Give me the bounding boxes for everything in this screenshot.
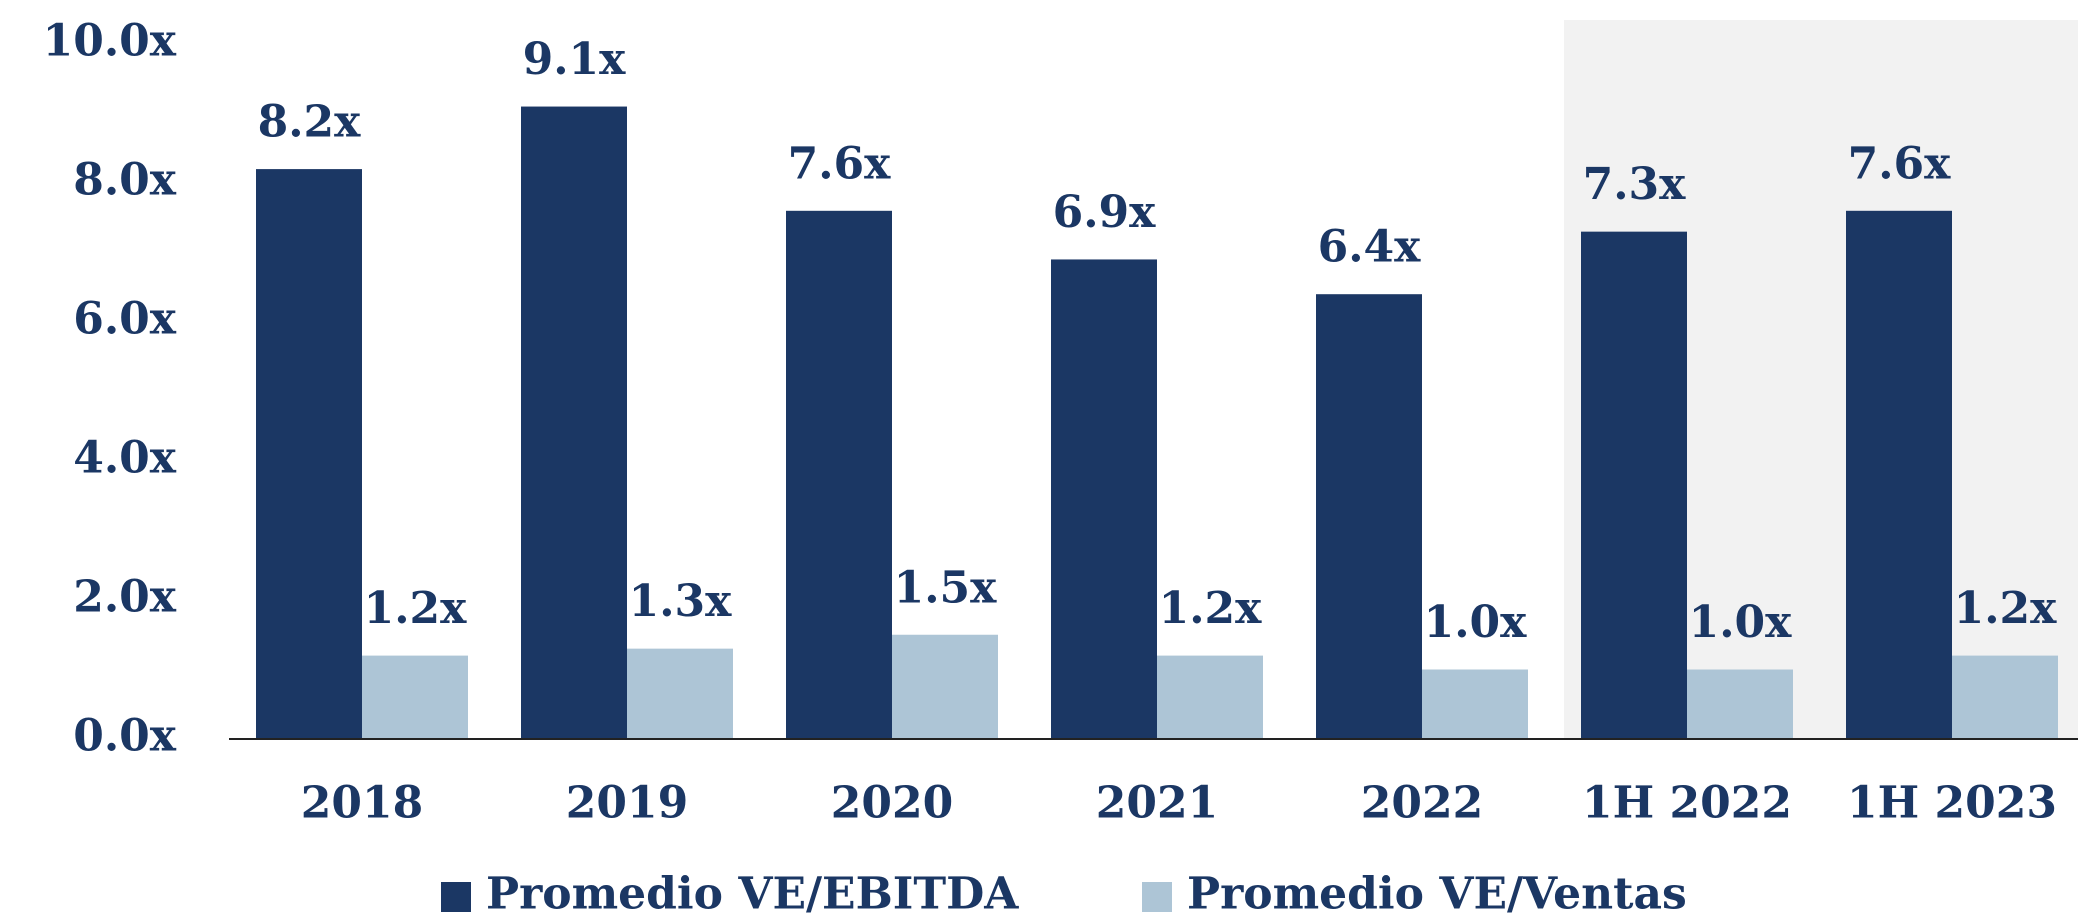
bar (786, 210, 892, 740)
y-tick-label: 8.0x (73, 155, 177, 206)
y-tick-label: 2.0x (73, 572, 177, 623)
y-tick-label: 4.0x (73, 433, 177, 484)
value-label: 1.2x (1954, 583, 2058, 634)
bar (521, 106, 627, 740)
bar (1157, 655, 1263, 739)
value-label: 1.2x (1159, 583, 1263, 634)
x-tick-label: 1H 2023 (1847, 778, 2057, 829)
bar (1581, 231, 1687, 739)
y-tick-label: 0.0x (73, 711, 177, 762)
value-label: 1.3x (629, 576, 733, 627)
legend-label: Promedio VE/EBITDA (486, 869, 1019, 919)
value-label: 8.2x (258, 97, 362, 148)
bar (256, 169, 362, 740)
value-label: 7.3x (1583, 159, 1687, 210)
x-tick-label: 2020 (831, 778, 953, 829)
bar (1846, 210, 1952, 740)
bar (362, 655, 468, 739)
value-label: 6.4x (1318, 222, 1422, 273)
bar (1687, 669, 1793, 739)
bar (1952, 655, 2058, 739)
y-tick-label: 10.0x (43, 16, 177, 67)
bar (1051, 259, 1157, 739)
bar (892, 634, 998, 739)
y-tick-label: 6.0x (73, 294, 177, 345)
value-label: 6.9x (1053, 187, 1157, 238)
x-tick-label: 2018 (301, 778, 423, 829)
legend-swatch (441, 882, 471, 912)
value-label: 1.0x (1424, 597, 1528, 648)
x-tick-label: 2022 (1361, 778, 1483, 829)
value-label: 7.6x (1848, 138, 1952, 189)
value-label: 1.2x (364, 583, 468, 634)
value-label: 9.1x (523, 34, 627, 85)
legend-label: Promedio VE/Ventas (1187, 869, 1687, 919)
x-tick-label: 2021 (1096, 778, 1218, 829)
bar (1422, 669, 1528, 739)
bar (1316, 294, 1422, 739)
bar (627, 648, 733, 739)
x-tick-label: 2019 (566, 778, 688, 829)
legend-swatch (1142, 882, 1172, 912)
value-label: 7.6x (788, 138, 892, 189)
value-label: 1.5x (894, 562, 998, 613)
x-tick-label: 1H 2022 (1582, 778, 1792, 829)
value-label: 1.0x (1689, 597, 1793, 648)
